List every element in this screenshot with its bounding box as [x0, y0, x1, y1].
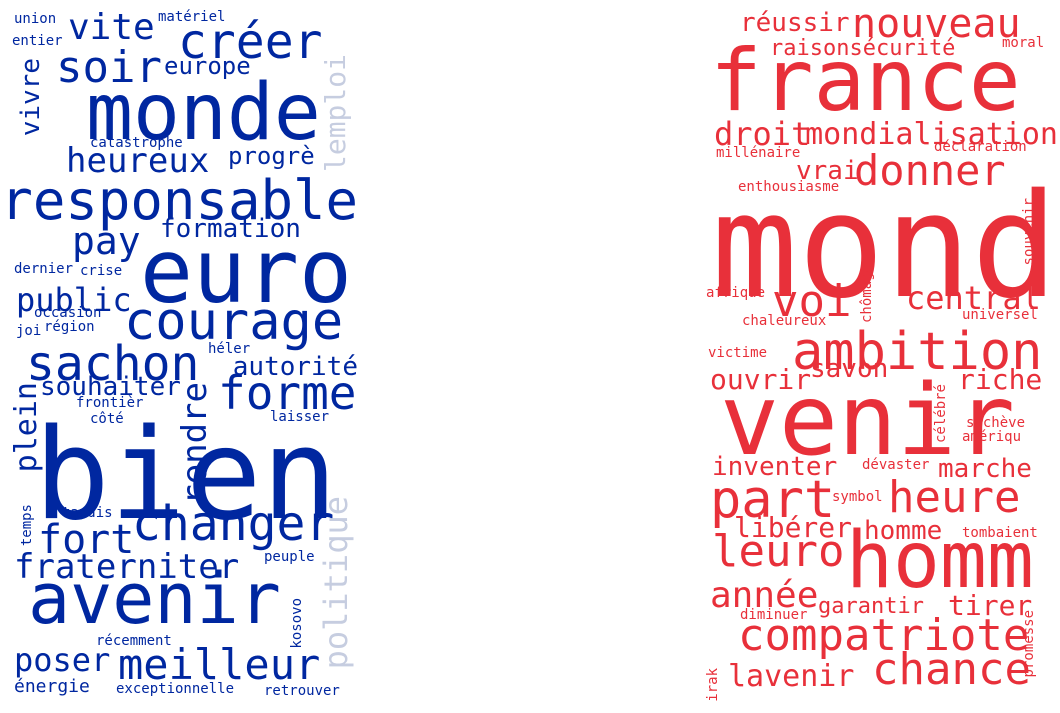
word-right: irak: [705, 668, 721, 702]
word-right: millénaire: [716, 145, 801, 161]
word-right: moral: [1002, 35, 1045, 51]
word-right: libérer: [734, 511, 853, 544]
word-left: temps: [19, 504, 35, 547]
word-right: universel: [962, 307, 1038, 323]
word-right: chômage: [859, 264, 875, 324]
word-right: ouvrir: [710, 363, 812, 396]
word-right: compatriote: [738, 610, 1030, 661]
word-right: dévaster: [862, 457, 930, 473]
word-left: responsable: [0, 169, 358, 232]
word-right: réussir: [740, 8, 850, 38]
word-right: garantir: [818, 594, 924, 619]
word-right: leuro: [712, 526, 845, 577]
word-left: récemment: [96, 633, 172, 649]
word-left: région: [44, 319, 95, 335]
word-left: forme: [218, 366, 357, 420]
word-right: savon: [810, 354, 889, 384]
word-right: afrique: [706, 285, 766, 301]
word-left: avenir: [28, 558, 281, 640]
word-left: fraterniter: [14, 547, 240, 587]
word-right: amériqu: [962, 429, 1022, 445]
word-left: frontièr: [76, 395, 144, 411]
word-left: laisser: [270, 409, 330, 425]
word-left: autorité: [232, 352, 358, 382]
word-right: mond: [711, 162, 1058, 330]
word-left: occasion: [34, 305, 102, 321]
word-right: vrai: [796, 156, 859, 186]
word-left: entier: [12, 33, 63, 49]
word-left: politique: [317, 496, 355, 670]
word-left: exceptionnelle: [116, 681, 235, 697]
word-left: meilleur: [118, 640, 321, 689]
word-right: homm: [846, 516, 1034, 606]
word-left: catastrophe: [90, 135, 183, 151]
word-left: fort: [38, 517, 135, 563]
word-left: héler: [208, 341, 251, 357]
word-right: tombaient: [962, 525, 1038, 541]
word-left: dernier: [14, 261, 74, 277]
word-left: changer: [132, 496, 335, 552]
word-left: crise: [80, 263, 123, 279]
word-right: diminuer: [740, 607, 808, 623]
word-right: chance: [872, 644, 1031, 695]
word-right: symbol: [832, 489, 883, 505]
word-right: france: [710, 31, 1021, 131]
word-right: droit: [714, 115, 811, 153]
word-left: créer: [178, 14, 323, 70]
word-left: union: [14, 11, 57, 27]
word-right: tirer: [948, 589, 1033, 622]
word-right: sachève: [966, 415, 1026, 431]
word-right: voi: [772, 276, 852, 327]
word-left: heureux: [66, 141, 210, 181]
word-left: joi: [16, 323, 42, 339]
word-left: peuple: [264, 549, 315, 565]
word-right: victime: [708, 345, 768, 361]
word-right: nouveau: [852, 1, 1021, 47]
word-right: part: [710, 470, 836, 530]
word-right: venir: [720, 364, 1016, 478]
word-left: vite: [68, 7, 155, 48]
word-right: ambition: [792, 322, 1043, 382]
word-right: année: [710, 575, 819, 616]
word-right: souvenir: [1021, 198, 1037, 266]
word-right: chaleureux: [742, 313, 827, 329]
word-left: formation: [160, 214, 301, 244]
word-left: côté: [90, 411, 124, 427]
word-left: courage: [124, 292, 344, 352]
word-cloud-right: réussir nouveau raisonsécurité moral france d…: [700, 0, 1060, 713]
word-right: heure: [888, 472, 1021, 523]
word-right: marche: [938, 454, 1032, 484]
word-left: lemploi: [319, 54, 352, 173]
word-right: déclaration: [934, 139, 1027, 155]
word-left: europe: [164, 52, 251, 80]
word-left: vivre: [16, 58, 46, 137]
word-left: bien: [34, 401, 338, 548]
word-left: euro: [140, 220, 352, 323]
word-cloud-left: union matériel entier vite créer soir europe vi…: [0, 0, 360, 713]
word-left: matériel: [158, 9, 226, 25]
word-left: soir: [56, 42, 162, 93]
word-left: tandis: [62, 505, 113, 521]
word-right: central: [906, 279, 1041, 317]
word-left: poser: [14, 641, 111, 679]
word-left: progrè: [228, 142, 315, 170]
word-left: retrouver: [264, 683, 340, 699]
word-left: souhaiter: [40, 372, 181, 402]
word-right: raisonsécurité: [770, 36, 956, 61]
word-left: sachon: [26, 336, 200, 392]
word-left: énergie: [14, 676, 90, 697]
word-left: public: [16, 281, 132, 319]
word-right: donner: [854, 146, 1006, 195]
word-right: homme: [864, 516, 943, 546]
word-right: riche: [958, 363, 1043, 396]
word-left: pay: [72, 219, 141, 263]
word-right: mondialisation: [805, 117, 1058, 152]
word-right: lavenir: [728, 659, 855, 694]
word-right: inventer: [712, 452, 838, 482]
word-right: enthousiasme: [738, 179, 840, 195]
word-left: monde: [86, 68, 321, 158]
